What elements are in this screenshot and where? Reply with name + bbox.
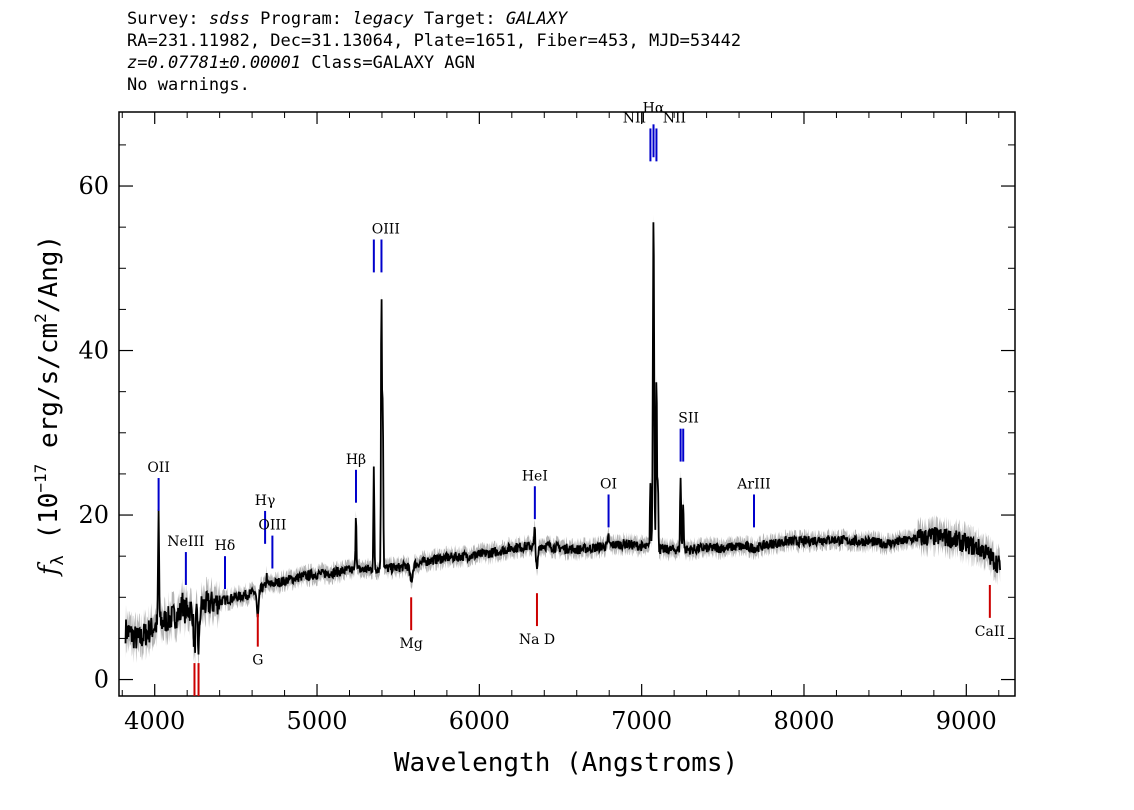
emission-label-2: Hδ [215, 538, 236, 554]
x-tick-label-1: 5000 [286, 707, 347, 735]
program-value: legacy [352, 9, 414, 29]
y-tick-label-0: 0 [94, 666, 109, 694]
emission-label-5: Hβ [346, 452, 366, 468]
emission-label-4: OIII [258, 518, 286, 534]
y-title-sub: λ [48, 555, 68, 565]
target-key: Target: [423, 9, 496, 29]
axis-ticks [119, 112, 1015, 696]
y-title-exp1: −17 [31, 464, 50, 493]
header-line-warnings: No warnings. [127, 75, 250, 95]
x-tick-label-0: 4000 [124, 707, 185, 735]
survey-value: sdss [208, 9, 250, 29]
emission-label-3: Hγ [255, 493, 276, 509]
header-line-survey: Survey: sdss Program: legacy Target: GAL… [127, 8, 1027, 30]
plot-border [118, 111, 1016, 697]
emission-label-12: NII [663, 110, 686, 126]
x-tick-label-5: 9000 [936, 707, 997, 735]
axis-labels: 4000 5000 6000 7000 8000 9000 0 20 40 60 [78, 172, 996, 735]
y-tick-label-3: 60 [78, 172, 109, 200]
x-axis-title: Wavelength (Angstroms) [394, 748, 738, 778]
spectrum-series [124, 222, 1001, 655]
emission-label-0: OII [147, 460, 170, 476]
emission-label-11: Hα [643, 100, 665, 116]
absorption-label-3: Mg [400, 636, 423, 652]
class-value: Class=GALAXY AGN [311, 53, 476, 73]
header-line-redshift: z=0.07781±0.00001 Class=GALAXY AGN [127, 52, 1027, 74]
emission-label-8: HeI [522, 468, 548, 484]
spectrum-line [124, 222, 1001, 655]
y-tick-label-2: 40 [78, 337, 109, 365]
absorption-label-5: CaII [975, 624, 1005, 640]
y-axis-title: fλ (10−17 erg/s/cm2/Ang) [31, 235, 68, 577]
redshift-value: z=0.07781±0.00001 [127, 53, 301, 73]
survey-key: Survey: [127, 9, 199, 29]
program-key: Program: [260, 9, 342, 29]
absorption-label-2: G [252, 653, 263, 669]
header-line-coords: RA=231.11982, Dec=31.13064, Plate=1651, … [127, 31, 742, 51]
emission-label-1: NeIII [167, 534, 204, 550]
emission-label-15: ArIII [736, 476, 770, 492]
spectrum-header: Survey: sdss Program: legacy Target: GAL… [127, 8, 1027, 96]
x-tick-label-2: 6000 [449, 707, 510, 735]
y-title-b: erg/s/cm [34, 323, 64, 464]
y-tick-label-1: 20 [78, 501, 109, 529]
absorption-label-4: Na D [519, 632, 555, 648]
target-value: GALAXY [505, 9, 568, 29]
emission-label-13: SII [678, 411, 699, 427]
plot-frame [118, 111, 1016, 697]
y-title-c: /Ang) [34, 235, 64, 313]
x-tick-label-3: 7000 [611, 707, 672, 735]
emission-label-9: OI [600, 476, 617, 492]
y-title-exp2: 2 [31, 313, 50, 323]
emission-label-6: OIII [372, 221, 400, 237]
x-tick-label-4: 8000 [773, 707, 834, 735]
y-title-a: (10 [34, 493, 64, 556]
emission-label-10: NII [623, 110, 646, 126]
